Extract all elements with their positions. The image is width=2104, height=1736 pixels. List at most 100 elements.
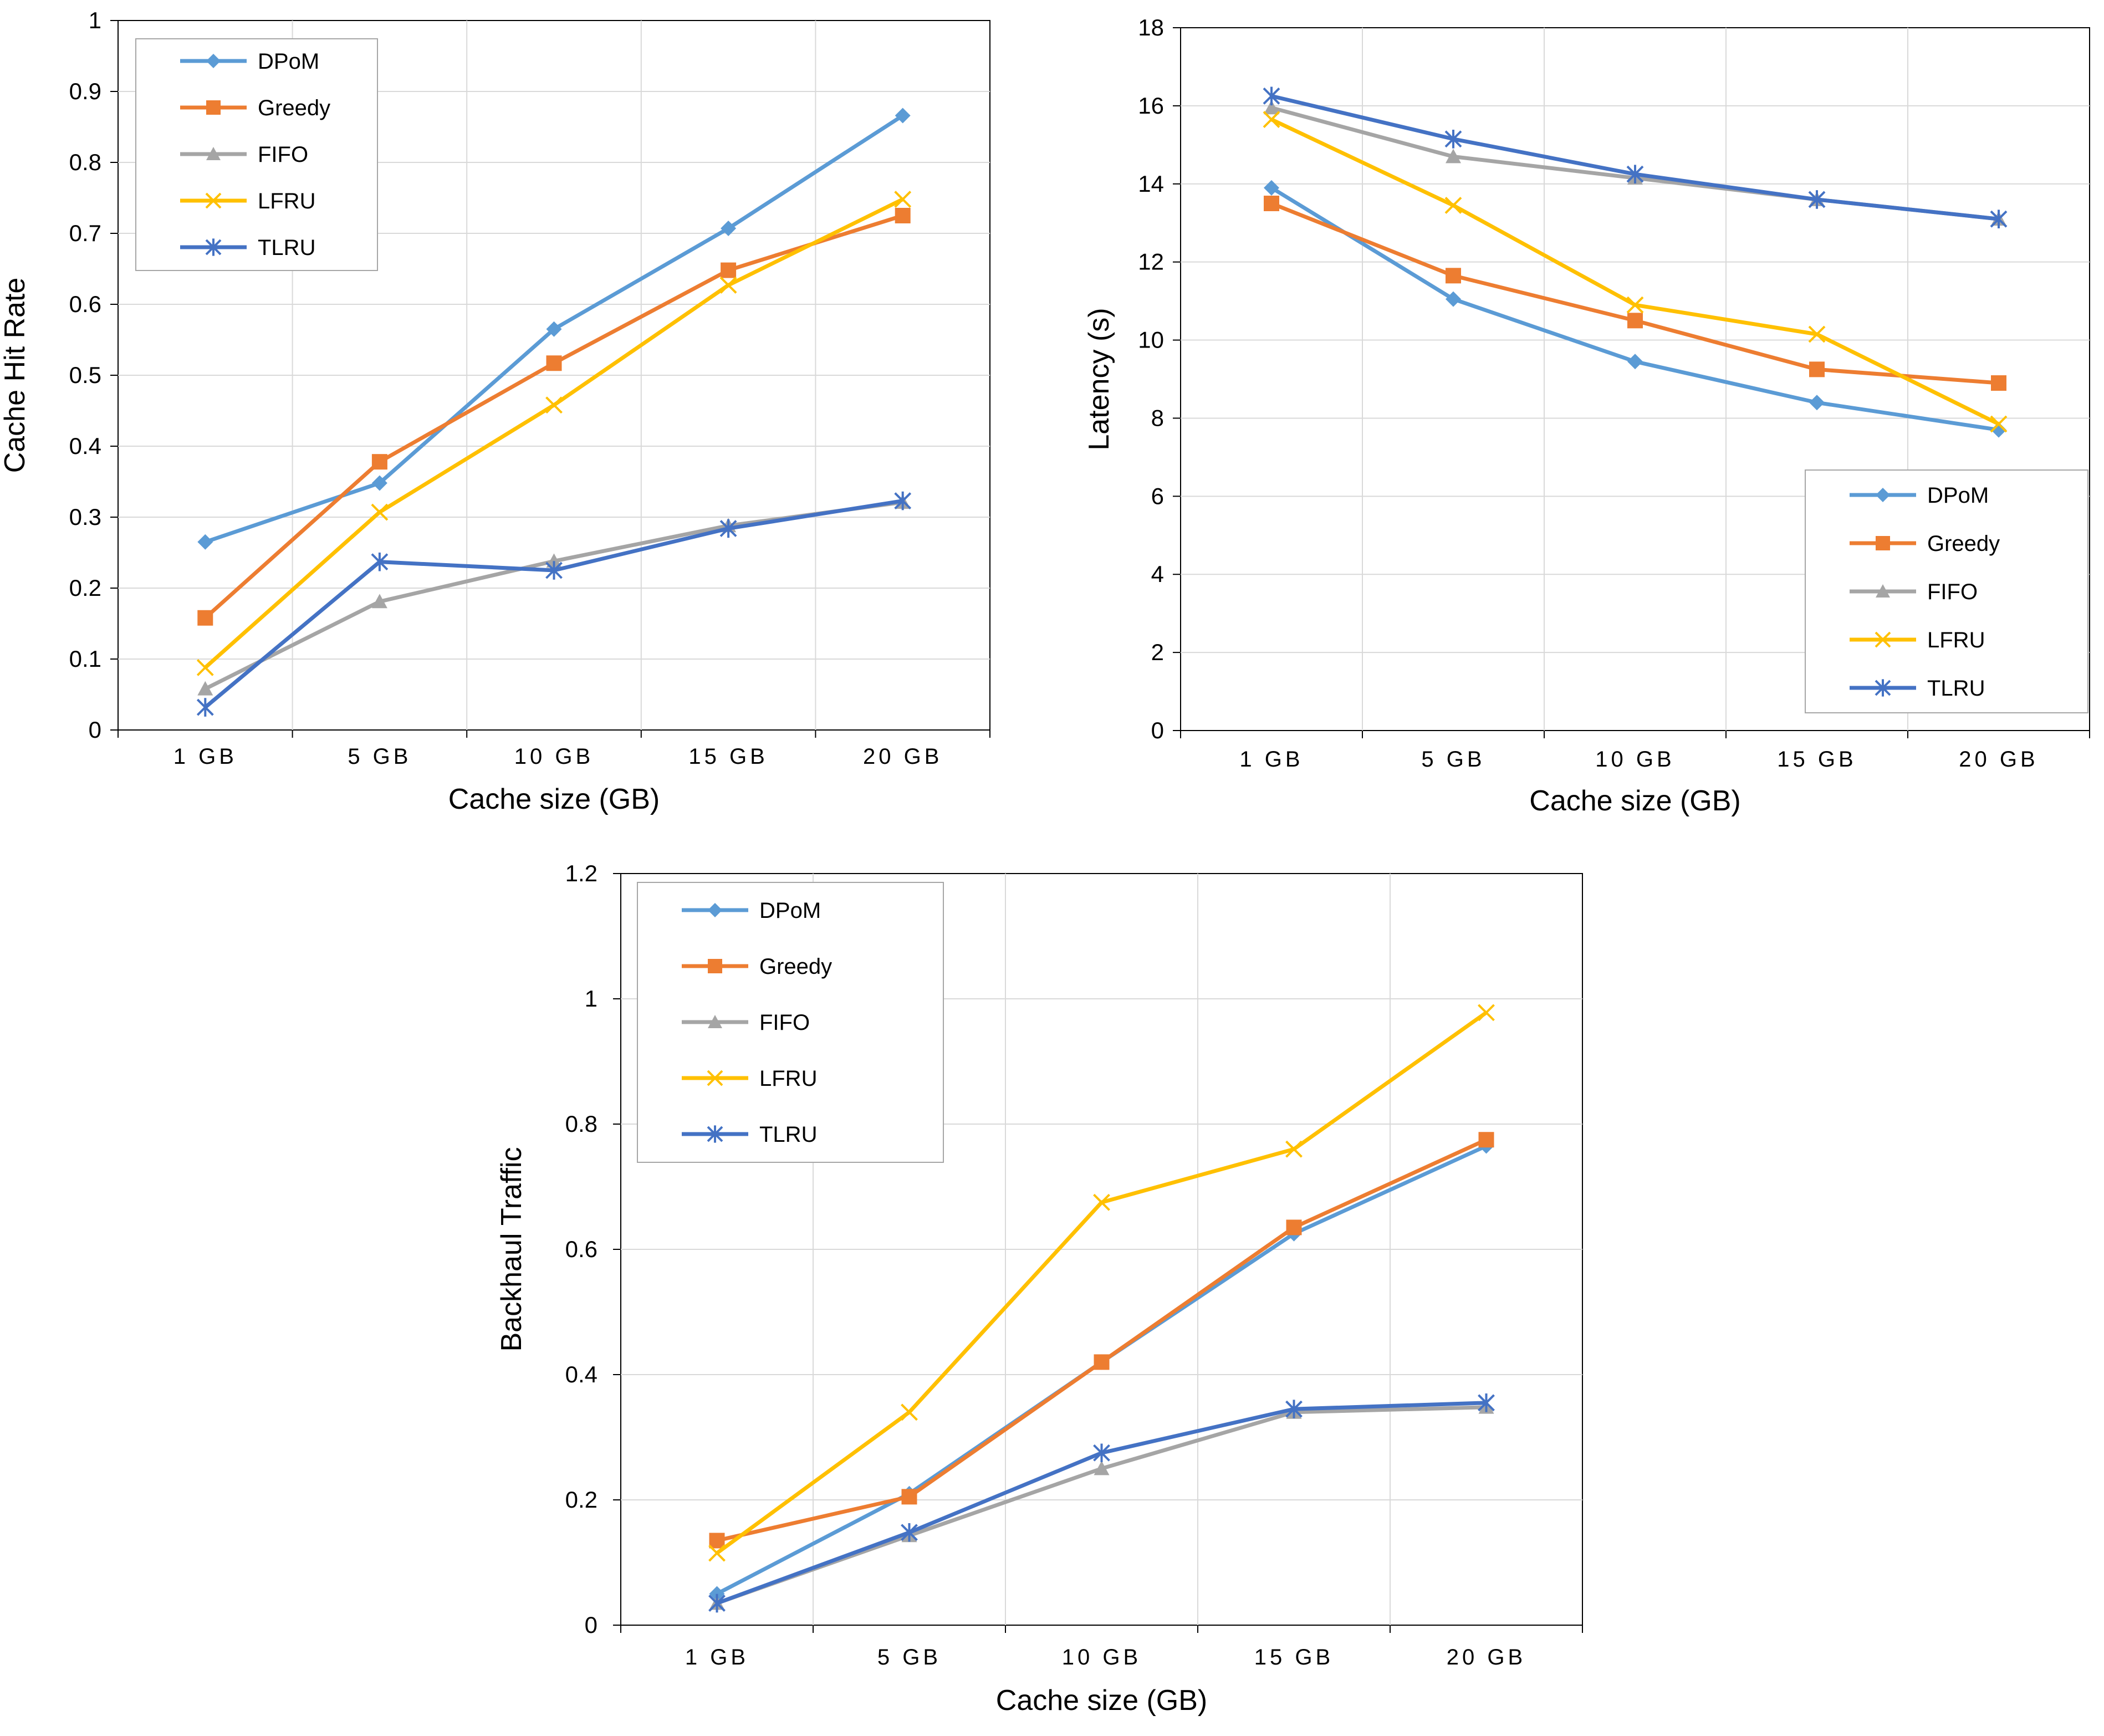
legend-item-greedy: Greedy xyxy=(682,954,832,979)
data-point xyxy=(721,221,737,237)
legend: DPoM Greedy FIFO LFRU TLRU xyxy=(135,38,378,271)
legend-label: DPoM xyxy=(759,898,821,923)
legend-marker xyxy=(707,1070,723,1086)
data-point xyxy=(1627,313,1643,329)
legend-label: LFRU xyxy=(759,1066,817,1091)
y-tick-label: 0.1 xyxy=(69,646,101,672)
data-point xyxy=(894,191,912,208)
y-tick-label: 1 xyxy=(585,986,598,1012)
legend-item-lfru: LFRU xyxy=(180,189,315,213)
backhaul-traffic-chart: 0 0.2 0.4 0.6 0.8 1 1.2 1 GB 5 GB 10 GB 15 GB 20 GB… xyxy=(496,860,1583,1717)
data-point xyxy=(1264,180,1279,196)
data-point xyxy=(708,1544,726,1562)
legend-marker xyxy=(708,959,722,973)
data-point xyxy=(901,1403,918,1421)
legend-item-fifo: FIFO xyxy=(1850,580,1978,604)
data-point xyxy=(371,454,387,470)
legend-label: TLRU xyxy=(759,1122,817,1147)
legend-item-tlru: TLRU xyxy=(682,1122,817,1147)
data-point xyxy=(1446,291,1461,307)
x-tick-label: 20 GB xyxy=(1447,1645,1526,1669)
x-tick-label: 20 GB xyxy=(863,744,942,769)
data-point xyxy=(1991,375,2006,391)
y-tick-label: 0.4 xyxy=(69,433,101,459)
data-point xyxy=(1093,1443,1110,1463)
data-point xyxy=(545,561,563,580)
legend-item-dpom: DPoM xyxy=(1850,483,1989,508)
legend-marker xyxy=(206,100,221,115)
x-tick-label: 10 GB xyxy=(1595,747,1674,772)
data-point xyxy=(546,355,562,371)
legend-label: FIFO xyxy=(759,1010,810,1035)
data-point xyxy=(901,1523,918,1542)
legend-item-greedy: Greedy xyxy=(1850,532,2000,556)
data-point xyxy=(1263,111,1280,128)
legend-marker xyxy=(1876,584,1890,598)
series-greedy xyxy=(197,208,911,626)
legend-label: LFRU xyxy=(258,189,315,213)
data-point xyxy=(1446,268,1461,284)
series-lfru xyxy=(708,1004,1495,1562)
latency-chart: 0 2 4 6 8 10 12 14 16 18 1 GB 5 GB 10 GB 15 GB 20 GB Ca… xyxy=(1083,14,2090,817)
legend-marker xyxy=(205,192,222,209)
legend-marker xyxy=(1876,536,1890,550)
data-point xyxy=(546,553,562,568)
data-point xyxy=(1991,422,2006,438)
x-tick-label: 5 GB xyxy=(348,744,411,769)
data-point xyxy=(1809,395,1825,411)
x-tick-label: 1 GB xyxy=(1239,747,1303,772)
legend: DPoM Greedy FIFO LFRU TLRU xyxy=(1805,469,2088,713)
series-greedy xyxy=(1264,196,2006,391)
y-tick-label: 0.8 xyxy=(565,1111,598,1137)
x-tick-label: 10 GB xyxy=(514,744,594,769)
data-point xyxy=(197,681,213,696)
data-point xyxy=(1263,86,1280,106)
x-tick-label: 15 GB xyxy=(1777,747,1856,772)
data-point xyxy=(545,396,563,414)
y-tick-label: 0.4 xyxy=(565,1361,598,1387)
data-point xyxy=(1286,1219,1302,1235)
data-point xyxy=(1808,190,1826,209)
x-tick-label: 10 GB xyxy=(1062,1645,1141,1669)
legend-label: FIFO xyxy=(258,142,308,167)
legend-label: DPoM xyxy=(258,49,319,74)
series-lfru xyxy=(1263,111,2008,433)
x-tick-label: 1 GB xyxy=(173,744,237,769)
data-point xyxy=(196,658,214,676)
data-point xyxy=(1094,1461,1110,1475)
legend-label: TLRU xyxy=(1927,676,1985,701)
x-tick-label: 20 GB xyxy=(1959,747,2038,772)
data-point xyxy=(371,503,389,521)
data-point xyxy=(197,534,213,550)
y-tick-label: 12 xyxy=(1138,249,1164,275)
x-axis-title: Cache size (GB) xyxy=(448,783,660,815)
data-point xyxy=(895,208,911,223)
legend-label: Greedy xyxy=(759,954,832,979)
series-greedy xyxy=(709,1132,1494,1549)
legend-item-lfru: LFRU xyxy=(1850,628,1985,652)
data-point xyxy=(1627,354,1643,370)
data-point xyxy=(1264,196,1279,211)
legend-item-tlru: TLRU xyxy=(1850,676,1985,701)
y-axis-title: Backhaul Traffic xyxy=(496,1147,528,1351)
y-tick-label: 0.6 xyxy=(565,1236,598,1262)
legend-item-lfru: LFRU xyxy=(682,1066,817,1091)
y-tick-label: 0.2 xyxy=(565,1487,598,1513)
data-point xyxy=(1809,361,1825,377)
legend-label: Greedy xyxy=(1927,532,2000,556)
data-point xyxy=(1093,1193,1110,1211)
data-point xyxy=(719,277,737,294)
legend-label: Greedy xyxy=(258,96,330,120)
y-tick-label: 6 xyxy=(1151,483,1164,509)
y-tick-label: 0.9 xyxy=(69,78,101,104)
data-point xyxy=(546,321,562,337)
x-tick-label: 1 GB xyxy=(685,1645,749,1669)
data-point xyxy=(1444,197,1462,214)
legend-label: LFRU xyxy=(1927,628,1985,652)
y-tick-label: 2 xyxy=(1151,639,1164,665)
x-tick-label: 15 GB xyxy=(1254,1645,1334,1669)
legend-marker xyxy=(206,54,221,68)
data-point xyxy=(719,519,737,538)
data-point xyxy=(1446,149,1461,164)
